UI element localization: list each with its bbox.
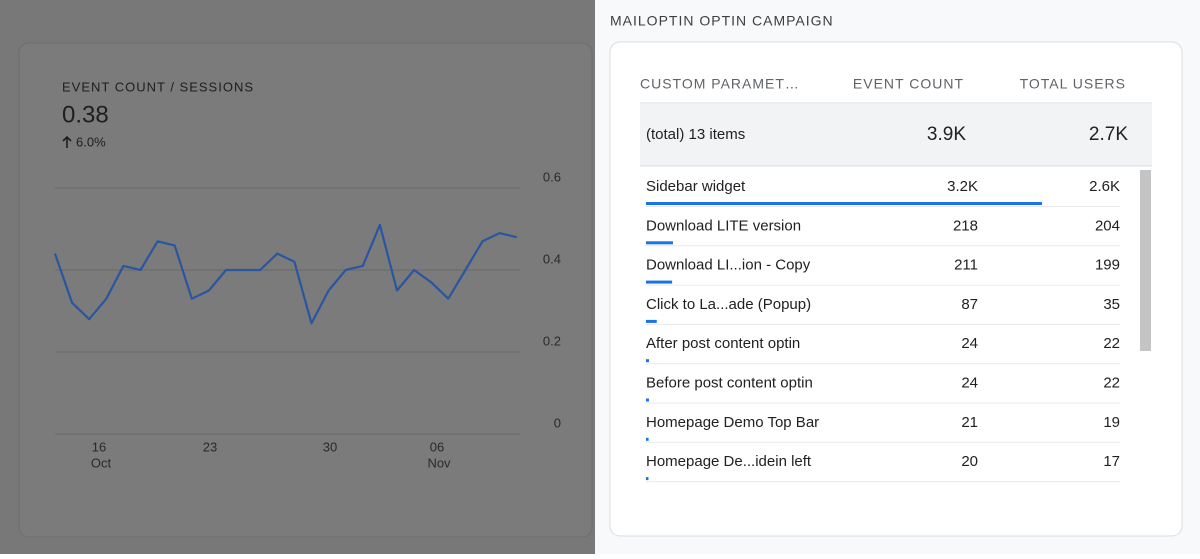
column-header[interactable]: EVENT COUNT: [853, 76, 964, 92]
row-total-users: 199: [1095, 257, 1120, 274]
row-bar: [646, 437, 649, 441]
row-name[interactable]: Sidebar widget: [646, 178, 746, 195]
y-tick-label: 0.4: [543, 251, 561, 266]
y-tick-label: 0: [554, 415, 561, 430]
total-users: 2.7K: [1089, 124, 1128, 145]
row-bar: [646, 202, 1042, 205]
row-total-users: 2.6K: [1089, 178, 1120, 195]
row-name[interactable]: Download LITE version: [646, 217, 801, 234]
row-name[interactable]: Before post content optin: [646, 374, 813, 391]
row-name[interactable]: After post content optin: [646, 335, 800, 352]
total-row: [640, 104, 1152, 166]
row-name[interactable]: Click to La...ade (Popup): [646, 296, 811, 313]
row-bar: [646, 319, 657, 323]
row-total-users: 22: [1103, 374, 1120, 391]
scrollbar[interactable]: [1140, 170, 1151, 351]
row-bar: [646, 359, 649, 363]
row-total-users: 22: [1103, 335, 1120, 352]
row-total-users: 35: [1103, 296, 1120, 313]
x-tick-label: 30: [323, 439, 337, 454]
row-name[interactable]: Homepage De...idein left: [646, 453, 812, 470]
row-event-count: 21: [961, 414, 978, 431]
row-event-count: 20: [961, 453, 978, 470]
total-label: (total) 13 items: [646, 126, 745, 143]
row-total-users: 19: [1103, 414, 1120, 431]
card-value: 0.38: [62, 101, 109, 128]
y-tick-label: 0.6: [543, 169, 561, 184]
row-name[interactable]: Download LI...ion - Copy: [646, 257, 811, 274]
row-event-count: 211: [954, 257, 978, 274]
line: [53, 223, 517, 325]
row-bar: [646, 280, 673, 284]
row-event-count: 24: [961, 335, 978, 352]
row-event-count: 24: [961, 374, 978, 391]
row-event-count: 218: [953, 217, 978, 234]
column-header[interactable]: TOTAL USERS: [1020, 76, 1126, 92]
row-bar: [646, 398, 649, 402]
row-total-users: 204: [1095, 217, 1120, 234]
row-event-count: 3.2K: [947, 178, 978, 195]
chart-card: [18, 42, 593, 538]
row-event-count: 87: [961, 296, 978, 313]
x-tick-label: Oct: [91, 455, 112, 470]
x-tick-label: Nov: [427, 455, 451, 470]
card-change: 6.0%: [76, 134, 106, 149]
row-total-users: 17: [1103, 453, 1120, 470]
y-tick-label: 0.2: [543, 333, 561, 348]
total-event-count: 3.9K: [927, 124, 966, 145]
x-tick-label: 06: [430, 439, 444, 454]
row-name[interactable]: Homepage Demo Top Bar: [646, 414, 819, 431]
up-arrow: [62, 135, 72, 148]
panel-title: MAILOPTIN OPTIN CAMPAIGN: [610, 13, 834, 29]
x-tick-label: 16: [92, 439, 106, 454]
row-bar: [646, 477, 649, 481]
column-header: CUSTOM PARAMET…: [640, 76, 800, 92]
row-bar: [646, 241, 673, 245]
card-title: EVENT COUNT / SESSIONS: [62, 79, 254, 94]
x-tick-label: 23: [203, 439, 217, 454]
